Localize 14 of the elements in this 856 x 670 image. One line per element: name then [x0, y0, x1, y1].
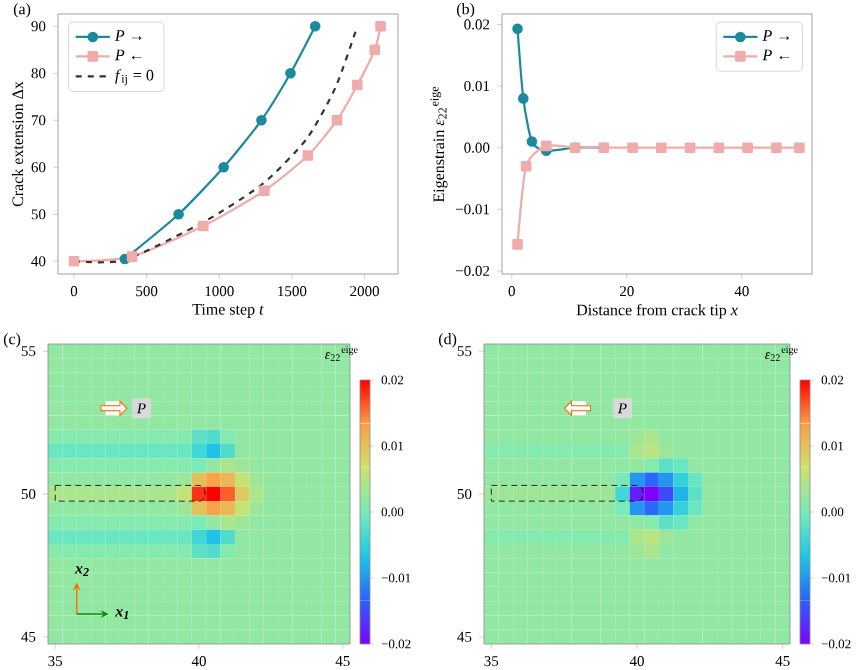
y-axis-title: Crack extension Δx	[11, 81, 24, 207]
chart-title: (d)	[438, 333, 457, 348]
legend-label: P →	[762, 30, 790, 41]
chart-title: (b)	[456, 3, 475, 18]
legend-label: f$_{ij}$ = 0	[115, 69, 154, 86]
legend-label: P →	[114, 30, 142, 41]
legend-label: P ←	[114, 49, 142, 61]
legend-label: P ←	[762, 49, 790, 61]
annotation: x$_{1}$	[115, 609, 129, 619]
chart-title: (c)	[3, 333, 21, 348]
x-axis-title: Distance from crack tip x	[576, 303, 738, 319]
x-axis-title: Time step t	[192, 303, 264, 318]
annotation: x$_{2}$	[74, 566, 89, 577]
chart-title: (a)	[13, 3, 31, 18]
